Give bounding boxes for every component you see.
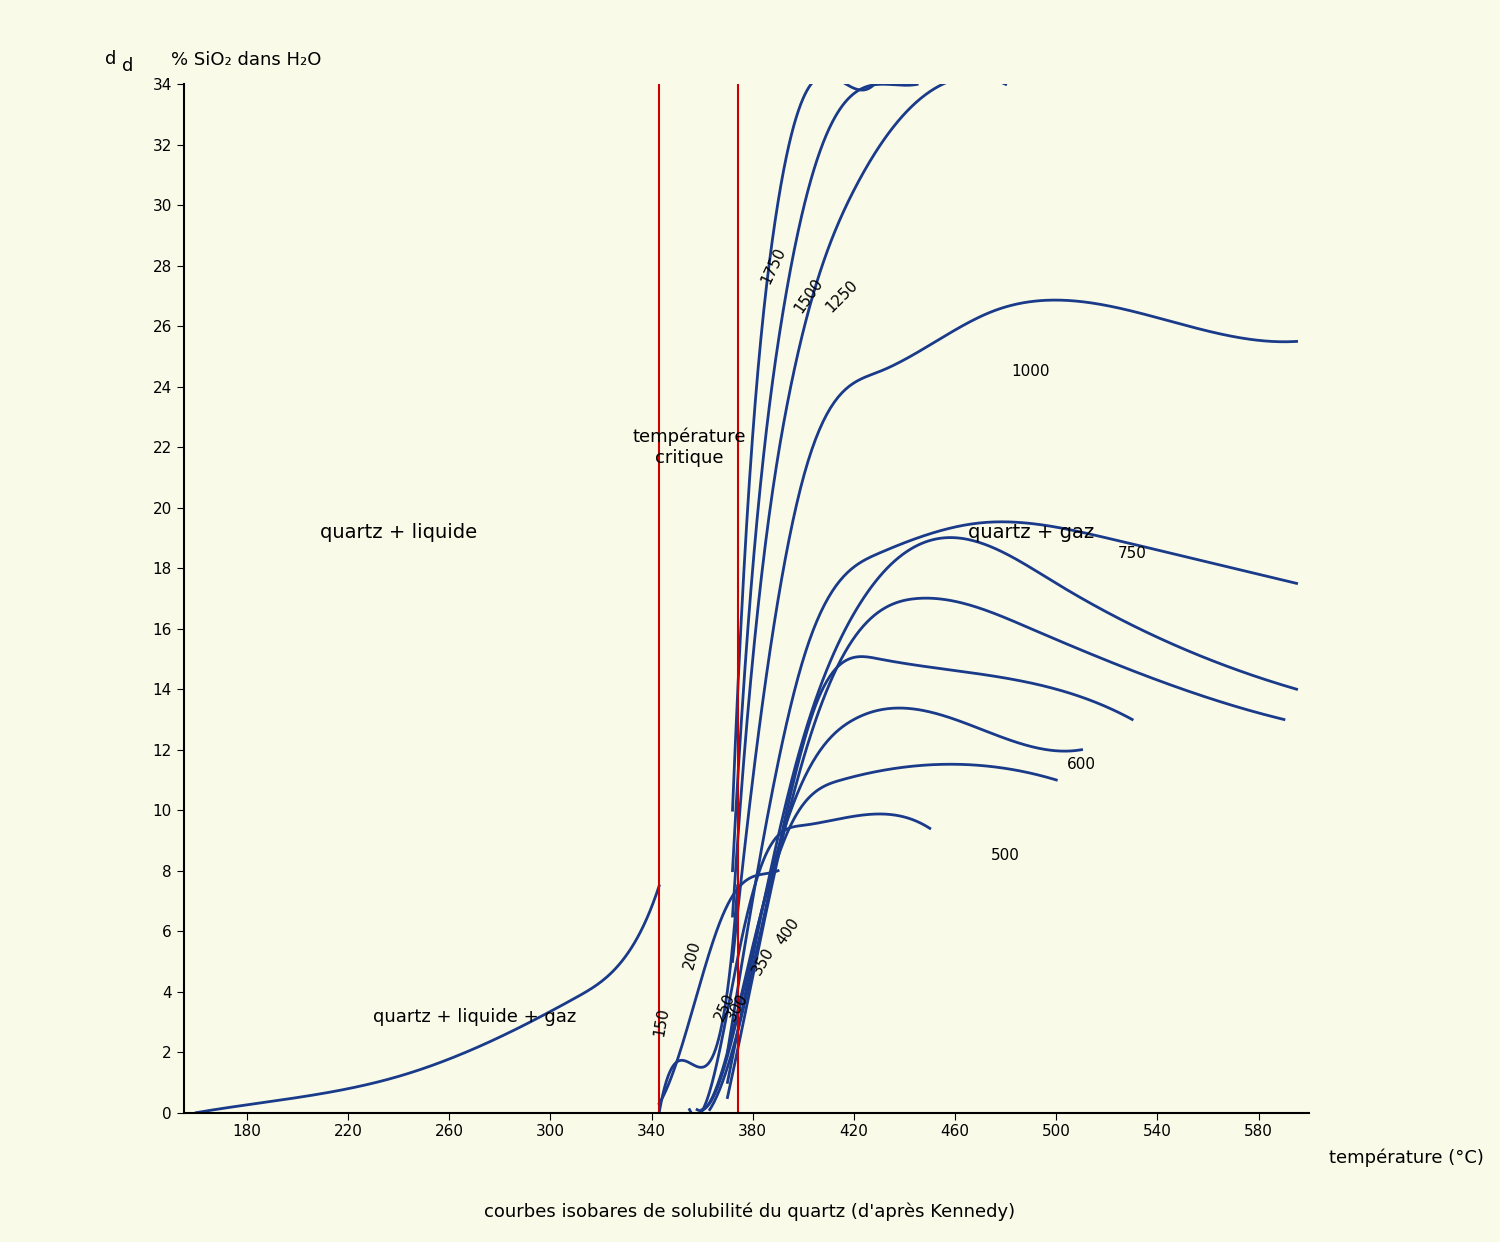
Text: 600: 600 [1066, 758, 1096, 773]
Text: 250: 250 [712, 991, 738, 1023]
Text: 200: 200 [681, 939, 703, 971]
Text: 750: 750 [1118, 545, 1146, 560]
Text: courbes isobares de solubilité du quartz (d'après Kennedy): courbes isobares de solubilité du quartz… [484, 1202, 1016, 1221]
Text: quartz + liquide + gaz: quartz + liquide + gaz [374, 1009, 576, 1026]
Text: 350: 350 [748, 945, 777, 977]
Text: température
critique: température critique [633, 427, 747, 467]
Text: température (°C): température (°C) [1329, 1149, 1485, 1167]
Text: 300: 300 [724, 990, 752, 1023]
Text: 400: 400 [774, 915, 802, 948]
Text: 1250: 1250 [822, 277, 860, 315]
Text: 150: 150 [652, 1006, 672, 1037]
Text: 500: 500 [992, 848, 1020, 863]
Text: quartz + gaz: quartz + gaz [968, 523, 1094, 542]
Text: 1750: 1750 [758, 245, 788, 287]
Text: 1500: 1500 [790, 276, 825, 317]
Text: d: d [105, 50, 117, 67]
Text: quartz + liquide: quartz + liquide [320, 523, 477, 542]
Text: % SiO₂ dans H₂O: % SiO₂ dans H₂O [171, 51, 321, 70]
Text: 1000: 1000 [1011, 364, 1050, 379]
Text: d: d [122, 57, 134, 76]
